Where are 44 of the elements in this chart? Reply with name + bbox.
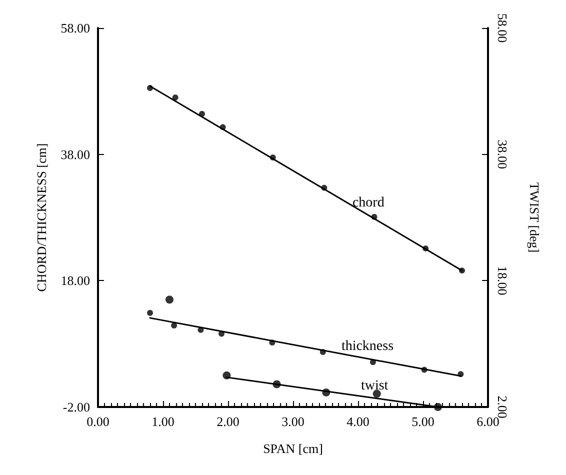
x-tick-label: 1.00: [152, 414, 174, 429]
series-label: chord: [352, 196, 384, 211]
x-tick-label: 0.00: [86, 414, 110, 429]
y-tick-label: 18.00: [60, 273, 90, 288]
point: [147, 310, 153, 316]
point: [270, 154, 276, 160]
y2-tick-label: 58.00: [495, 13, 510, 43]
x-tick-label: 2.00: [216, 414, 240, 429]
point: [421, 366, 428, 373]
point: [220, 124, 226, 130]
series-label: thickness: [341, 339, 394, 354]
point: [166, 296, 174, 304]
x-tick-label: 5.00: [412, 414, 434, 429]
series-label: twist: [360, 378, 388, 394]
y2-axis-title: TWIST [deg]: [527, 182, 542, 253]
point: [147, 85, 153, 92]
point: [458, 371, 464, 378]
x-tick-label: 6.00: [476, 414, 500, 429]
point: [371, 214, 378, 220]
point: [222, 371, 231, 380]
y-axis-title: CHORD/THICKNESS [cm]: [34, 143, 49, 292]
x-tick-label: 3.00: [282, 414, 304, 429]
x-axis-title: SPAN [cm]: [263, 441, 323, 456]
y-tick-label: -2.00: [62, 400, 90, 414]
y2-tick-label: 38.00: [495, 140, 510, 169]
point: [370, 359, 376, 366]
point: [218, 330, 224, 337]
point: [171, 322, 178, 329]
point: [321, 184, 328, 191]
y2-tick-label: 18.00: [495, 266, 510, 296]
point: [198, 326, 204, 333]
point: [459, 268, 465, 274]
y-tick-label: 58.00: [60, 20, 90, 36]
point: [322, 388, 330, 396]
x-tick-label: 4.00: [346, 414, 370, 429]
point: [422, 245, 429, 252]
point: [199, 110, 205, 117]
point: [434, 403, 442, 411]
y-tick-label: 38.00: [60, 146, 90, 162]
point: [272, 380, 281, 388]
point: [372, 390, 381, 398]
point: [172, 94, 178, 100]
point: [320, 349, 326, 356]
point: [269, 340, 276, 346]
